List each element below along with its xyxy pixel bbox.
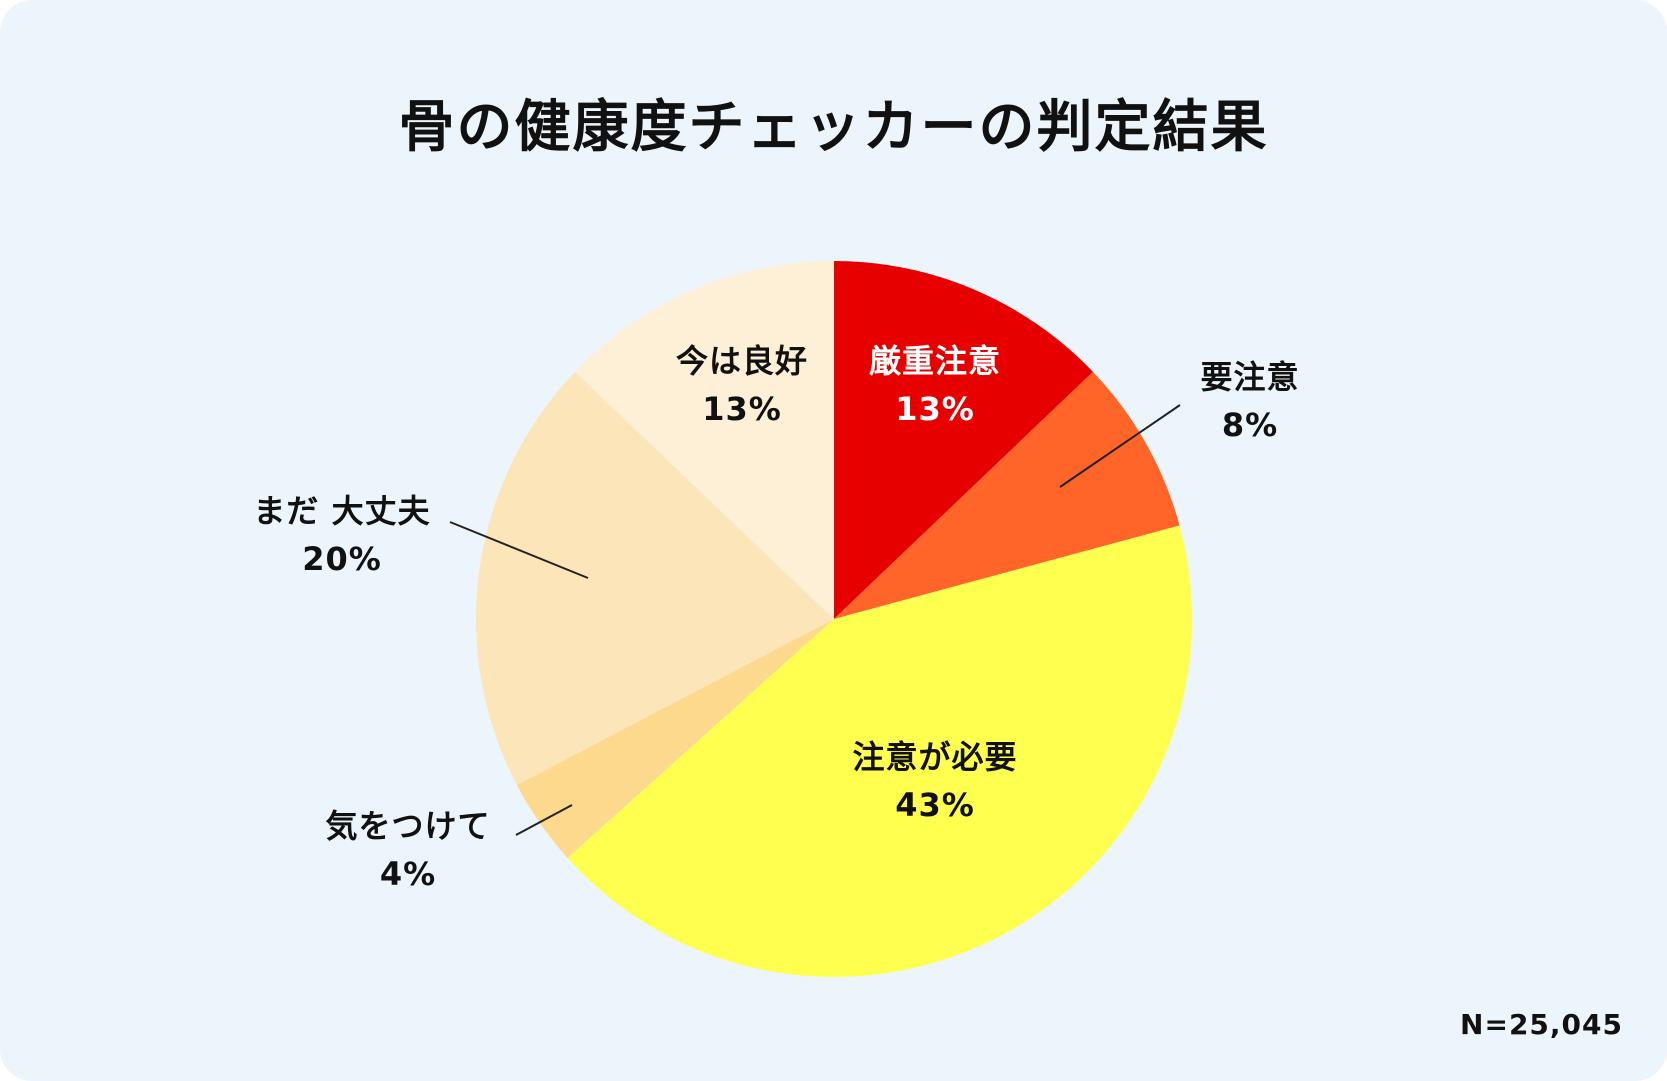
slice-value-6: 13% (702, 390, 782, 428)
slice-value-5: 20% (302, 540, 382, 578)
chart-title: 骨の健康度チェッカーの判定結果 (398, 95, 1269, 160)
pie-slice-2 (834, 371, 1180, 619)
slice-value-1: 13% (895, 390, 975, 428)
slice-label-4: 気をつけて (325, 807, 490, 845)
pie-slice-5 (476, 371, 834, 785)
pie-slice-3 (567, 525, 1192, 978)
slice-label-2: 要注意 (1200, 358, 1299, 396)
leader-line-4 (515, 804, 573, 836)
pie-slice-6 (575, 261, 834, 619)
slice-value-4: 4% (380, 855, 436, 893)
sample-size-note: N=25,045 (1460, 1008, 1623, 1041)
slice-value-2: 8% (1222, 406, 1278, 444)
leader-line-2 (1059, 404, 1181, 488)
leader-line-5 (449, 521, 589, 579)
slice-value-3: 43% (895, 786, 975, 824)
slice-label-1: 厳重注意 (869, 342, 1001, 380)
slice-label-5: まだ 大丈夫 (253, 492, 430, 530)
slice-label-6: 今は良好 (676, 342, 808, 380)
pie-slice-1 (834, 261, 1093, 619)
pie-slice-4 (516, 619, 834, 858)
slice-label-3: 注意が必要 (852, 738, 1017, 776)
